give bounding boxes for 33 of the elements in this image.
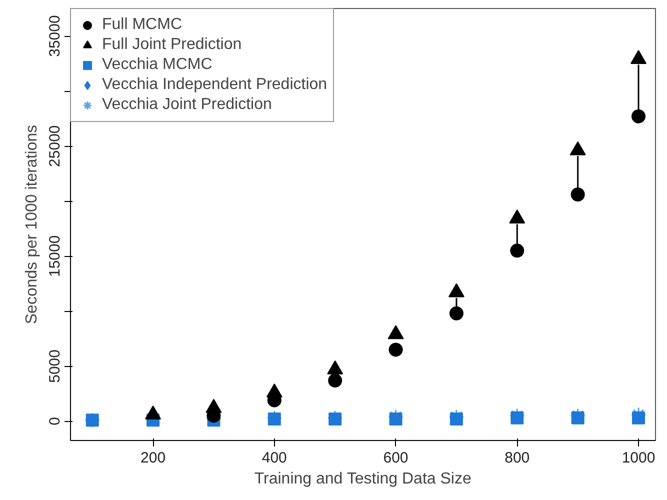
point: [328, 412, 342, 426]
y-tick-label: 25000: [46, 125, 64, 167]
x-axis-title: Training and Testing Data Size: [254, 470, 472, 488]
point: [388, 342, 403, 357]
point: [632, 411, 646, 424]
x-tick-label: 200: [140, 450, 166, 466]
point: [510, 411, 524, 424]
y-tick-label: 35000: [46, 15, 64, 57]
point: [570, 141, 586, 156]
point: [570, 188, 585, 202]
y-tick-label: 0: [46, 417, 64, 426]
legend-label: Vecchia Joint Prediction: [102, 96, 272, 114]
legend-label: Vecchia MCMC: [102, 56, 212, 74]
legend-label: Full MCMC: [102, 16, 182, 34]
legend-label: Full Joint Prediction: [102, 36, 242, 54]
x-tick-label: 800: [504, 450, 530, 466]
point: [630, 50, 647, 64]
point: [450, 412, 463, 426]
x-tick-label: 400: [262, 450, 287, 466]
point: [328, 374, 342, 388]
point: [448, 283, 464, 298]
point: [510, 244, 524, 258]
point: [449, 306, 464, 320]
legend-label: Vecchia Independent Prediction: [102, 76, 328, 94]
point: [389, 412, 402, 426]
point: [509, 210, 526, 224]
y-tick-label: 5000: [46, 350, 64, 383]
y-tick-label: 15000: [46, 235, 64, 277]
x-tick-label: 600: [383, 450, 408, 466]
point: [268, 412, 281, 426]
x-tick-label: 1000: [622, 450, 656, 466]
y-axis-title: Seconds per 1000 iterations: [24, 124, 40, 324]
point: [571, 411, 584, 424]
